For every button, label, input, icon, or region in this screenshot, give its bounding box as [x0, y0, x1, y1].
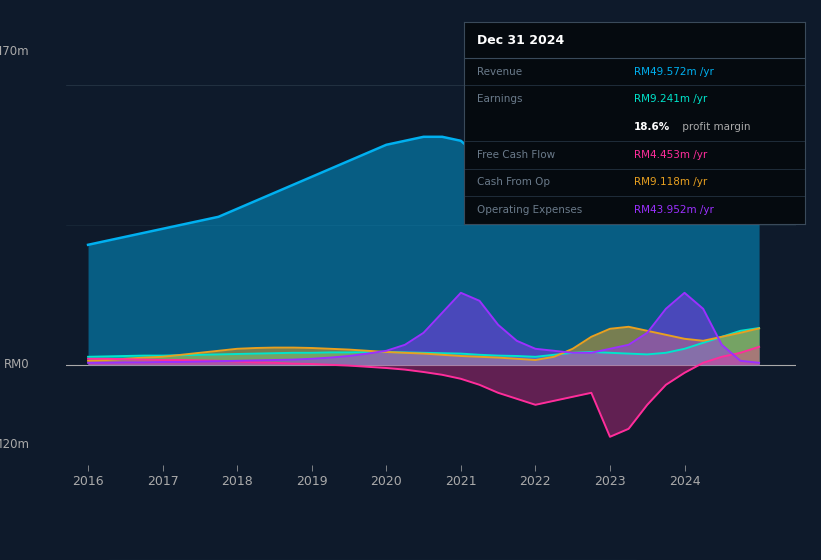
Text: -RM20m: -RM20m: [0, 438, 30, 451]
Text: RM43.952m /yr: RM43.952m /yr: [635, 205, 714, 215]
Text: profit margin: profit margin: [678, 122, 750, 132]
Text: RM9.241m /yr: RM9.241m /yr: [635, 94, 708, 104]
Text: Dec 31 2024: Dec 31 2024: [478, 34, 565, 46]
Text: Free Cash Flow: Free Cash Flow: [478, 150, 556, 160]
Text: RM4.453m /yr: RM4.453m /yr: [635, 150, 708, 160]
Text: Revenue: Revenue: [478, 67, 523, 77]
Text: Earnings: Earnings: [478, 94, 523, 104]
Text: RM0: RM0: [3, 358, 30, 371]
Text: RM70m: RM70m: [0, 45, 30, 58]
Text: 18.6%: 18.6%: [635, 122, 671, 132]
Text: RM9.118m /yr: RM9.118m /yr: [635, 178, 708, 188]
Text: Cash From Op: Cash From Op: [478, 178, 551, 188]
Text: RM49.572m /yr: RM49.572m /yr: [635, 67, 714, 77]
Text: Operating Expenses: Operating Expenses: [478, 205, 583, 215]
